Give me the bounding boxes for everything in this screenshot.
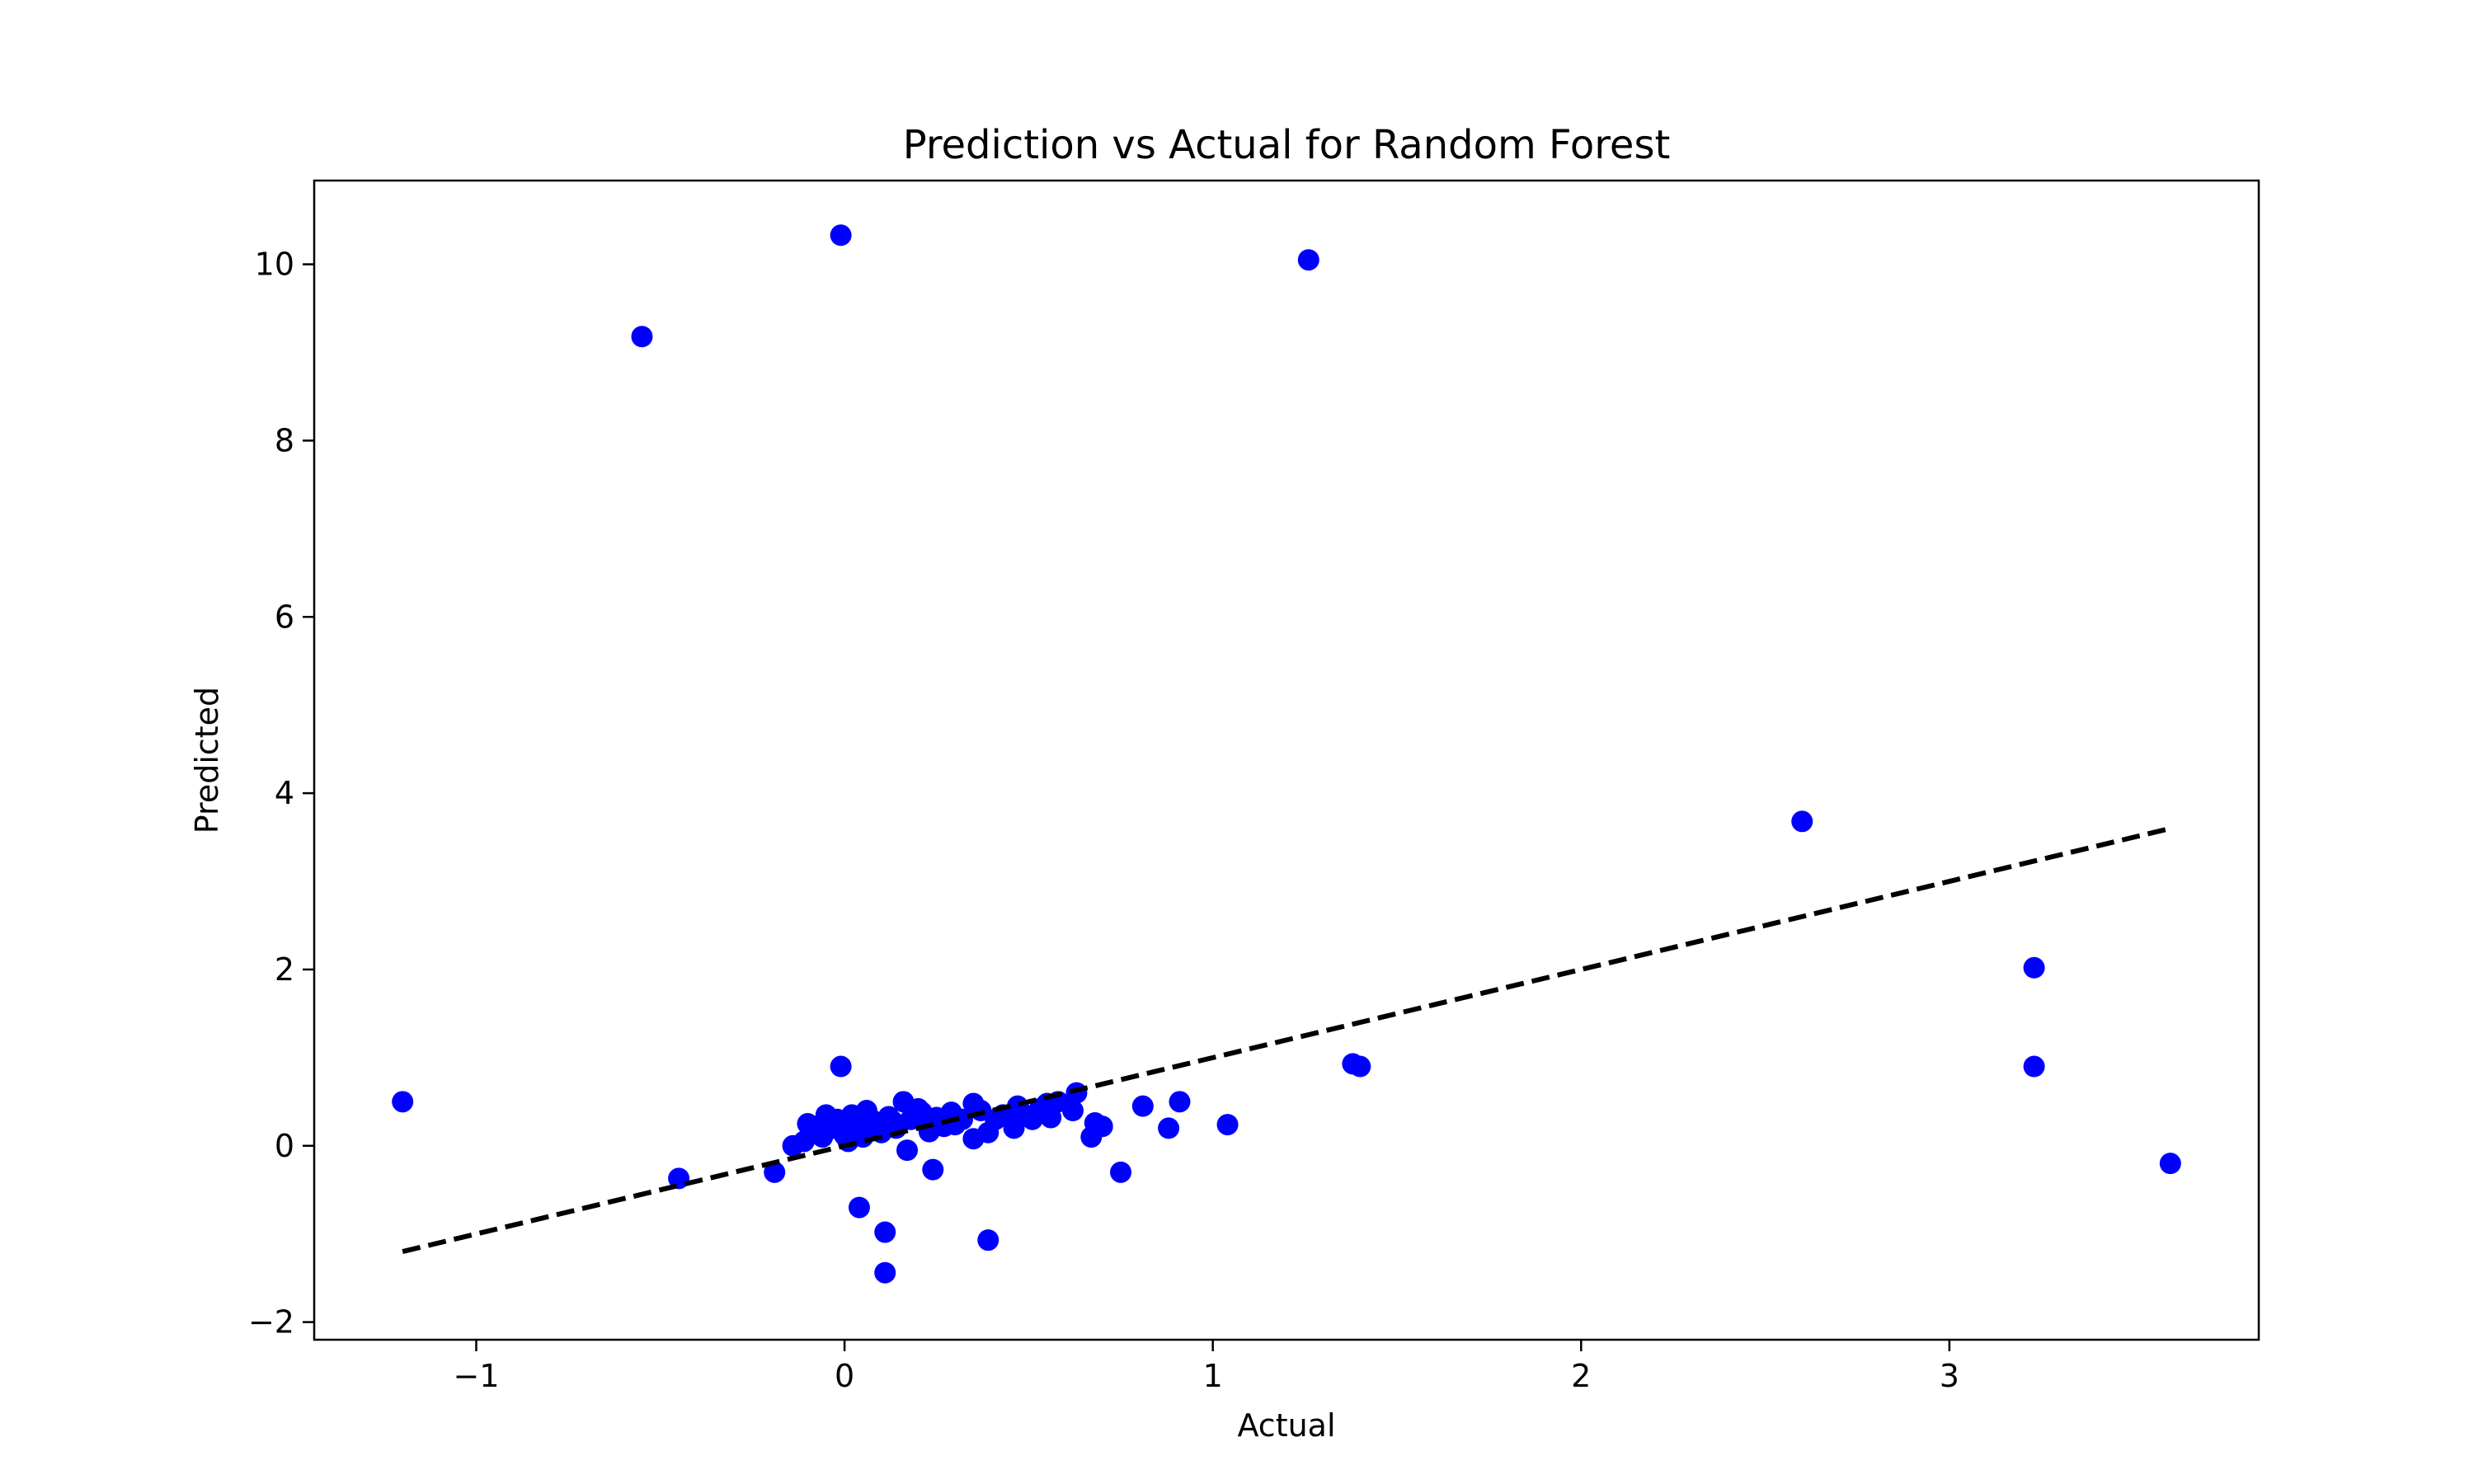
scatter-point [1791,810,1813,833]
scatter-point [977,1229,999,1252]
scatter-point [1349,1055,1371,1078]
scatter-point [892,1091,915,1113]
scatter-point [631,326,653,348]
scatter-point [1010,1101,1032,1124]
scatter-point [830,1055,852,1078]
scatter-point [830,224,852,247]
scatter-point [848,1196,870,1219]
y-axis-label: Predicted [189,687,225,834]
scatter-point [2159,1153,2181,1175]
scatter-point [392,1091,414,1113]
scatter-point [962,1092,985,1115]
x-tick-label: 2 [1571,1358,1591,1394]
scatter-point [797,1113,819,1135]
scatter-point [782,1134,804,1157]
x-axis-label: Actual [1237,1407,1335,1444]
scatter-point [2023,956,2045,979]
scatter-point [2023,1055,2045,1078]
scatter-point [819,1110,841,1132]
x-tick-label: −1 [453,1358,499,1394]
scatter-point [882,1110,904,1132]
scatter-point [668,1167,690,1190]
y-axis: −2 0 2 4 6 8 10 [248,247,314,1341]
x-tick-label: 0 [835,1358,854,1394]
scatter-point [1110,1161,1132,1183]
scatter-point [896,1139,919,1162]
identity-reference-line [402,825,2171,1254]
y-tick-label: 2 [275,951,294,988]
scatter-point [874,1221,896,1243]
x-tick-label: 1 [1203,1358,1223,1394]
scatter-point [985,1108,1007,1130]
scatter-point [874,1261,896,1284]
chart-title: Prediction vs Actual for Random Forest [903,122,1671,168]
y-tick-label: 10 [255,247,294,283]
x-axis: −1 0 1 2 3 [453,1340,1959,1394]
scatter-point [1169,1091,1191,1113]
y-tick-label: 4 [275,775,294,811]
scatter-point [1091,1115,1113,1138]
scatter-point [1216,1114,1239,1136]
scatter-point [764,1161,786,1183]
scatter-point [922,1158,944,1181]
scatter-point [1065,1082,1088,1104]
scatter-point [1158,1117,1180,1139]
scatter-point [1028,1097,1051,1120]
scatter-point [1297,249,1319,271]
y-tick-label: 0 [275,1128,294,1164]
scatter-point [962,1128,985,1150]
scatter-point [1131,1095,1154,1117]
y-tick-label: −2 [248,1304,294,1341]
plot-area-frame [313,179,2260,1341]
x-tick-label: 3 [1940,1358,1959,1394]
data-layer [392,224,2181,1284]
y-tick-label: 8 [275,422,294,458]
y-tick-label: 6 [275,599,294,635]
